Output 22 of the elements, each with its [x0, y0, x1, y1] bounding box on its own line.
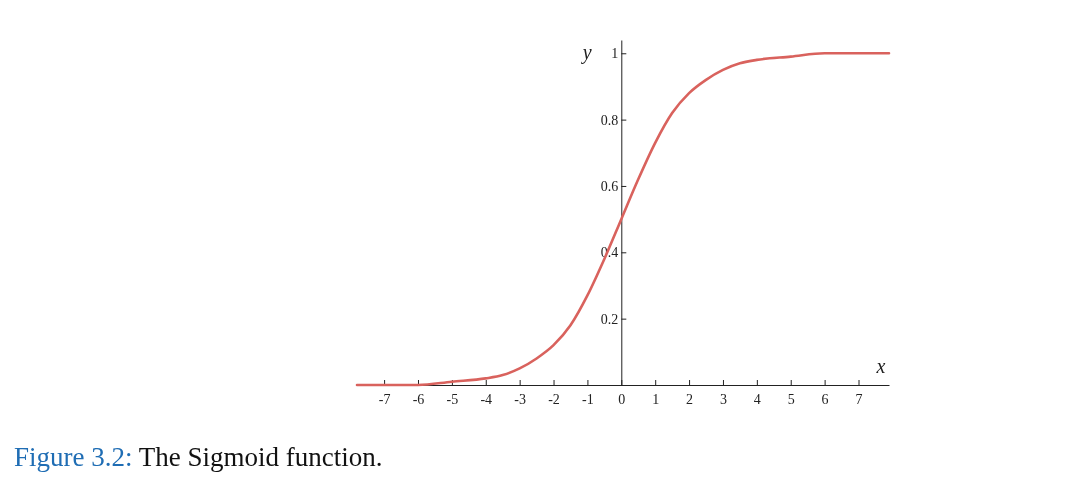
x-tick-label: -4	[480, 391, 493, 407]
x-tick-label: -1	[582, 391, 594, 407]
x-tick-label: 2	[686, 391, 694, 407]
x-tick-label: -2	[548, 391, 560, 407]
x-tick-label: -7	[378, 391, 391, 407]
x-tick-label: 6	[821, 391, 829, 407]
x-tick-label: 4	[753, 391, 761, 407]
x-tick-label: 5	[787, 391, 795, 407]
x-tick-label: 1	[652, 391, 660, 407]
caption: Figure 3.2: The Sigmoid function.	[14, 442, 383, 472]
x-tick-label: -5	[446, 391, 459, 407]
y-tick-label: 1	[611, 46, 619, 62]
y-axis-title: y	[580, 41, 592, 64]
y-tick-label: 0.6	[600, 178, 619, 194]
y-tick-label: 0.8	[600, 112, 619, 128]
x-tick-label: -6	[412, 391, 425, 407]
x-tick-label: 3	[719, 391, 727, 407]
x-tick-label: 0	[618, 391, 626, 407]
x-tick-label: -3	[514, 391, 526, 407]
x-axis-title: x	[875, 355, 886, 377]
x-tick-label: 7	[855, 391, 863, 407]
y-tick-label: 0.2	[600, 311, 619, 327]
